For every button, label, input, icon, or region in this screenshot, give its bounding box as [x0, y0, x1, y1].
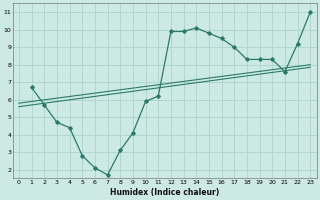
X-axis label: Humidex (Indice chaleur): Humidex (Indice chaleur)	[110, 188, 219, 197]
